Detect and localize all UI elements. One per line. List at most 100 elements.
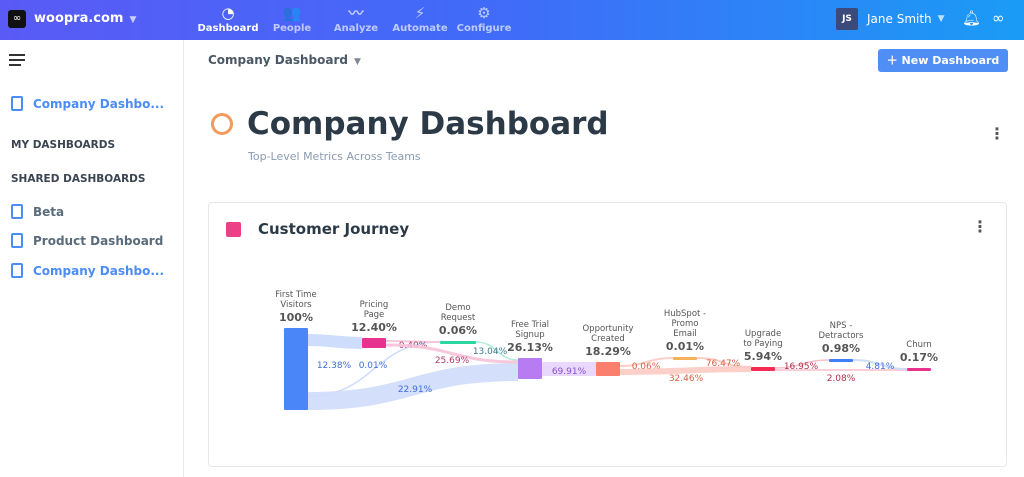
chevron-down-icon: ▼ — [129, 15, 137, 25]
sankey-link — [385, 343, 519, 364]
user-menu[interactable]: JS Jane Smith ▼ — [836, 8, 945, 30]
sidebar-item-label: Company Dashbo... — [33, 263, 165, 278]
node-name: Opportunity — [582, 324, 633, 334]
gear-icon: ⚙ — [477, 4, 491, 22]
dashboard-gauge-icon — [211, 113, 233, 135]
node-name: Request — [441, 313, 476, 323]
shared-dashboards-heading: SHARED DASHBOARDS — [11, 173, 146, 185]
chevron-down-icon: ▼ — [937, 14, 945, 24]
nav-analyze[interactable]: 〰 Analyze — [324, 3, 388, 34]
sankey-node — [284, 328, 308, 410]
automate-icon: ⚡ — [414, 4, 426, 22]
sidebar: Company Dashbo... MY DASHBOARDS SHARED D… — [0, 40, 184, 477]
infinity-icon[interactable]: ∞ — [992, 9, 1005, 27]
node-name: Signup — [515, 330, 544, 340]
journey-icon — [226, 222, 241, 237]
node-name: Upgrade — [745, 329, 781, 339]
analyze-icon: 〰 — [348, 4, 364, 22]
my-dashboards-heading: MY DASHBOARDS — [11, 139, 116, 151]
link-label: 76.47% — [706, 359, 741, 369]
sidebar-item-company-dashboard[interactable]: Company Dashbo... — [11, 263, 164, 278]
node-name: Churn — [906, 340, 931, 350]
node-name: Demo — [445, 303, 470, 313]
dashboard-icon — [11, 204, 23, 219]
node-value: 100% — [279, 311, 313, 324]
sidebar-item-label: Company Dashbo... — [33, 96, 165, 111]
dashboard-icon — [11, 263, 23, 278]
main-nav: ◔ Dashboard 👥 People 〰 Analyze ⚡ Automate ⚙ Confi… — [196, 3, 516, 34]
nav-people[interactable]: 👥 People — [260, 3, 324, 34]
node-name: HubSpot - — [664, 309, 706, 319]
breadcrumb-label: Company Dashboard — [208, 53, 348, 67]
breadcrumb-dashboard-selector[interactable]: Company Dashboard ▼ — [208, 53, 361, 67]
site-name: woopra.com — [34, 11, 124, 26]
node-name: Promo — [672, 319, 699, 329]
sankey-node — [751, 367, 775, 371]
woopra-logo-icon[interactable]: ∞ — [8, 10, 26, 28]
new-dashboard-button[interactable]: ＋ New Dashboard — [878, 49, 1008, 72]
sidebar-item-label: Beta — [33, 204, 65, 219]
node-name: First Time — [275, 290, 316, 300]
customer-journey-card: Customer Journey ⋮ — [208, 202, 1007, 467]
bell-icon[interactable]: 🔔︎ — [962, 9, 982, 27]
sidebar-item-beta[interactable]: Beta — [11, 204, 64, 219]
sidebar-item-current[interactable]: Company Dashbo... — [11, 96, 164, 111]
chevron-down-icon: ▼ — [353, 57, 361, 67]
node-name: Detractors — [819, 331, 865, 341]
nav-configure[interactable]: ⚙ Configure — [452, 3, 516, 34]
sankey-node — [829, 359, 853, 362]
nav-label: Automate — [392, 23, 448, 34]
user-name: Jane Smith — [867, 12, 932, 26]
card-title: Customer Journey — [258, 220, 410, 238]
nav-label: People — [272, 23, 312, 34]
new-dashboard-label: New Dashboard — [901, 54, 1000, 67]
node-value: 12.40% — [351, 321, 397, 334]
page-title: Company Dashboard — [247, 106, 609, 142]
link-label: 4.81% — [866, 362, 895, 372]
sankey-node — [907, 368, 931, 371]
sankey-link — [619, 357, 674, 367]
node-value: 26.13% — [507, 341, 553, 354]
top-bar: ∞ woopra.com ▼ ◔ Dashboard 👥 People 〰 Analyze ⚡… — [0, 0, 1024, 40]
sankey-link — [852, 359, 908, 370]
node-value: 0.98% — [822, 342, 860, 355]
link-label: 16.95% — [784, 362, 819, 372]
sankey-link — [475, 341, 519, 361]
node-name: Pricing — [360, 300, 389, 310]
sankey-link — [307, 363, 519, 410]
site-selector[interactable]: woopra.com ▼ — [34, 11, 136, 26]
nav-label: Configure — [456, 23, 512, 34]
nav-label: Analyze — [333, 23, 379, 34]
node-value: 0.06% — [439, 324, 477, 337]
dashboard-icon: ◔ — [221, 4, 235, 22]
sankey-node — [673, 357, 697, 360]
sidebar-item-product-dashboard[interactable]: Product Dashboard — [11, 233, 163, 248]
sankey-link — [696, 357, 752, 368]
nav-automate[interactable]: ⚡ Automate — [388, 3, 452, 34]
sankey-link — [385, 340, 441, 343]
link-label: 22.91% — [398, 385, 433, 395]
sankey-node — [362, 338, 386, 348]
sidebar-item-label: Product Dashboard — [33, 233, 164, 248]
node-name: Email — [673, 329, 697, 339]
page-subtitle: Top-Level Metrics Across Teams — [248, 150, 421, 163]
node-name: Visitors — [280, 300, 312, 310]
node-value: 18.29% — [585, 345, 631, 358]
link-label: 2.08% — [827, 374, 856, 384]
node-value: 0.17% — [900, 351, 938, 364]
link-label: 32.46% — [669, 374, 704, 384]
people-icon: 👥 — [282, 4, 302, 22]
nav-dashboard[interactable]: ◔ Dashboard — [196, 3, 260, 34]
sankey-link — [774, 359, 830, 369]
dashboard-icon — [11, 233, 23, 248]
node-name: Page — [364, 310, 385, 320]
link-label: 12.38% — [317, 361, 352, 371]
hamburger-menu-icon[interactable] — [9, 54, 25, 69]
link-label: 25.69% — [435, 356, 470, 366]
dashboard-icon — [11, 96, 23, 111]
link-label: 0.06% — [632, 362, 661, 372]
node-name: to Paying — [743, 339, 782, 349]
node-name: Free Trial — [511, 320, 549, 330]
node-name: NPS - — [830, 321, 853, 331]
